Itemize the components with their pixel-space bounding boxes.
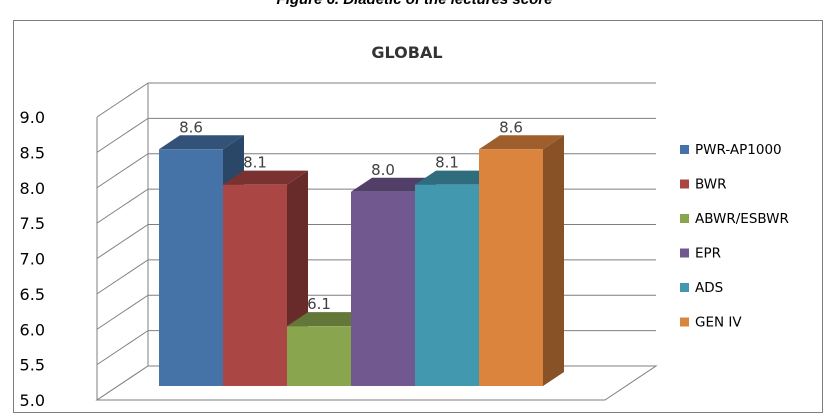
side-wall-line [96, 330, 149, 366]
y-tick-label: 8.5 [20, 143, 45, 162]
legend-label: ADS [695, 280, 723, 296]
y-tick-label: 5.0 [20, 391, 45, 410]
bar-front [479, 149, 543, 386]
legend-swatch [680, 179, 689, 189]
legend-label: GEN IV [695, 315, 742, 331]
bar-bwr [223, 170, 308, 386]
data-label: 8.0 [371, 161, 395, 179]
side-wall-line [96, 294, 149, 330]
y-tick-label: 8.0 [20, 179, 45, 198]
side-wall-line [96, 153, 149, 189]
bar-front [223, 184, 287, 386]
bar-front [415, 184, 479, 386]
y-tick-label: 6.0 [20, 320, 45, 339]
legend-swatch [680, 248, 689, 258]
legend-swatch [680, 214, 689, 223]
legend-label: PWR-AP1000 [695, 142, 782, 158]
bar-side [543, 135, 564, 386]
data-label: 8.1 [243, 154, 267, 172]
figure-caption: Figure 6. Diadetic of the lectures score [0, 0, 829, 8]
data-label: 8.6 [179, 118, 203, 136]
legend-label: EPR [695, 246, 721, 262]
y-tick-label: 6.5 [20, 285, 45, 304]
bar-top [479, 135, 564, 150]
y-tick-label: 5.5 [20, 356, 45, 375]
bar-top [351, 177, 436, 192]
side-wall-line [96, 188, 149, 224]
legend-label: BWR [695, 177, 727, 193]
legend-swatch [680, 317, 689, 327]
bar-top [415, 170, 500, 185]
chart-frame [13, 20, 823, 413]
bar-top [287, 312, 372, 327]
bar-gen-iv [479, 135, 564, 386]
y-tick-label: 7.0 [20, 250, 45, 269]
legend-swatch [680, 283, 689, 292]
side-wall-line [96, 259, 149, 295]
legend-label: ABWR/ESBWR [695, 211, 789, 227]
bar-front [287, 326, 351, 386]
y-tick-label: 9.0 [20, 108, 45, 127]
side-wall-line [96, 82, 149, 118]
bar-front [351, 191, 415, 386]
bar-front [159, 149, 223, 386]
side-wall-line [96, 224, 149, 259]
y-tick-label: 7.5 [20, 214, 45, 233]
side-wall-line [96, 117, 149, 153]
data-label: 8.1 [435, 154, 459, 172]
data-label: 8.6 [499, 118, 523, 136]
legend-swatch [680, 145, 689, 154]
bar-top [223, 170, 308, 185]
chart-title: GLOBAL [371, 43, 442, 62]
bar-top [159, 135, 244, 150]
data-label: 6.1 [307, 295, 331, 313]
